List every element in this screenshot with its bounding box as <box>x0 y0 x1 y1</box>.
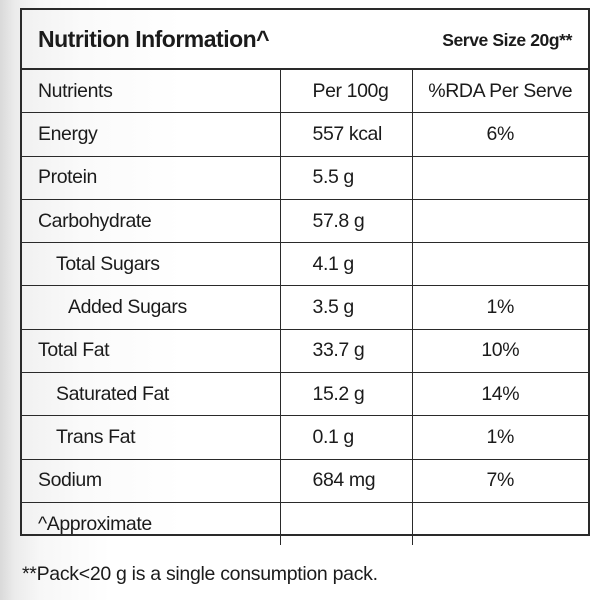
nutrient-rda: 7% <box>411 458 588 503</box>
table-row-total-sugars: Total Sugars 4.1 g <box>22 242 588 286</box>
table-header-row: Nutrients Per 100g %RDA Per Serve <box>22 70 588 113</box>
nutrient-per-100g: 57.8 g <box>279 198 412 243</box>
table-row-approximate: ^Approximate <box>22 501 588 546</box>
nutrient-name: Total Fat <box>22 328 280 373</box>
nutrition-title: Nutrition Information^ <box>38 26 270 52</box>
nutrition-header: Nutrition Information^ Serve Size 20g** <box>22 10 588 70</box>
column-header-nutrients: Nutrients <box>38 79 113 102</box>
nutrient-per-100g <box>279 501 412 546</box>
nutrition-panel: Nutrition Information^ Serve Size 20g** … <box>20 8 590 546</box>
column-header-per-100g: Per 100g <box>279 70 412 113</box>
table-row-sodium: Sodium 684 mg 7% <box>22 458 588 503</box>
nutrient-name: Sodium <box>22 458 280 503</box>
nutrient-name: Saturated Fat <box>22 372 280 416</box>
nutrient-rda <box>411 501 588 546</box>
table-row-protein: Protein 5.5 g <box>22 155 588 200</box>
nutrient-rda: 10% <box>411 328 588 373</box>
pack-footnote: **Pack<20 g is a single consumption pack… <box>22 563 378 585</box>
table-row-carbohydrate: Carbohydrate 57.8 g <box>22 198 588 243</box>
nutrient-name: Protein <box>22 155 280 200</box>
nutrient-per-100g: 3.5 g <box>279 285 412 330</box>
nutrient-name: Total Sugars <box>22 242 280 286</box>
nutrient-rda: 1% <box>411 285 588 330</box>
nutrient-name: Carbohydrate <box>22 198 280 243</box>
table-row-trans-fat: Trans Fat 0.1 g 1% <box>22 415 588 460</box>
nutrient-rda <box>411 155 588 200</box>
nutrient-per-100g: 33.7 g <box>279 328 412 373</box>
serve-size: Serve Size 20g** <box>442 30 572 50</box>
nutrient-rda: 1% <box>411 415 588 460</box>
nutrient-per-100g: 4.1 g <box>279 242 412 286</box>
nutrient-rda <box>411 242 588 286</box>
nutrient-rda: 14% <box>411 372 588 416</box>
table-row-saturated-fat: Saturated Fat 15.2 g 14% <box>22 372 588 416</box>
column-header-rda: %RDA Per Serve <box>411 70 588 113</box>
nutrient-name: Energy <box>22 112 280 157</box>
table-row-energy: Energy 557 kcal 6% <box>22 112 588 157</box>
nutrient-per-100g: 557 kcal <box>279 112 412 157</box>
approximate-note: ^Approximate <box>22 501 280 546</box>
nutrition-table: Nutrients Per 100g %RDA Per Serve Energy… <box>22 70 588 546</box>
table-row-total-fat: Total Fat 33.7 g 10% <box>22 328 588 373</box>
nutrient-per-100g: 15.2 g <box>279 372 412 416</box>
nutrient-per-100g: 684 mg <box>279 458 412 503</box>
nutrient-name: Trans Fat <box>22 415 280 460</box>
nutrient-per-100g: 0.1 g <box>279 415 412 460</box>
nutrient-rda: 6% <box>411 112 588 157</box>
nutrient-name: Added Sugars <box>22 285 280 330</box>
nutrient-rda <box>411 198 588 243</box>
nutrient-per-100g: 5.5 g <box>279 155 412 200</box>
table-row-added-sugars: Added Sugars 3.5 g 1% <box>22 285 588 330</box>
